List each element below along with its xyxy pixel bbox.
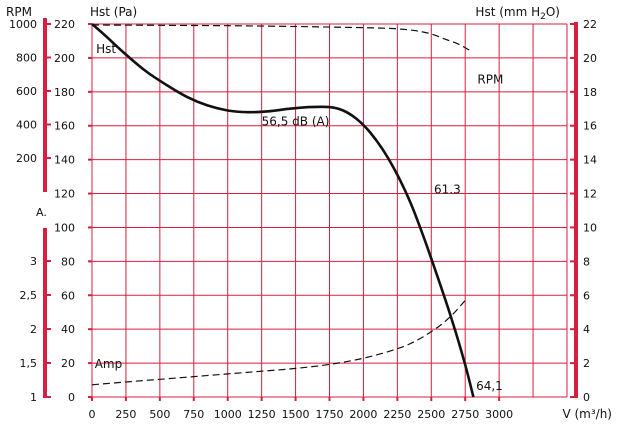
pa-tick-label: 100 [54, 221, 75, 234]
rpm-tick-label: 400 [16, 119, 37, 132]
amp-tick-label: 1 [30, 391, 37, 404]
chart-axes: 0 250 500 750 1000 1250 1500 1750 2000 2250 2500 27… [6, 5, 612, 421]
mmh2o-tick-label: 10 [583, 221, 597, 234]
annotation-label: 64,1 [476, 379, 503, 393]
x-axis-title: V (m³/h) [562, 407, 612, 421]
x-tick-label: 2000 [349, 408, 377, 421]
amp-tick-label: 2 [30, 323, 37, 336]
x-tick-label: 2250 [383, 408, 411, 421]
pa-tick-label: 0 [68, 391, 75, 404]
x-tick-label: 3000 [485, 408, 513, 421]
x-tick-label: 1000 [214, 408, 242, 421]
mmh2o-axis-title: Hst (mm H2O) [475, 5, 560, 22]
pa-tick-label: 160 [54, 120, 75, 133]
amp-tick-label: 3 [30, 255, 37, 268]
pa-tick-label: 180 [54, 86, 75, 99]
x-tick-label: 1500 [282, 408, 310, 421]
mmh2o-tick-label: 20 [583, 52, 597, 65]
mmh2o-tick-label: 4 [583, 323, 590, 336]
x-tick-label: 0 [89, 408, 96, 421]
annotation-label: 56,5 dB (A) [262, 115, 330, 129]
x-tick-label: 1250 [248, 408, 276, 421]
curve-amp [91, 300, 466, 386]
pa-tick-label: 220 [54, 18, 75, 31]
amp-tick-label: 2,5 [20, 289, 38, 302]
mmh2o-tick-label: 14 [583, 154, 597, 167]
annotation-label: Hst [96, 42, 116, 56]
pa-tick-label: 60 [61, 289, 75, 302]
pa-tick-label: 120 [54, 188, 75, 201]
mmh2o-tick-label: 2 [583, 357, 590, 370]
pa-tick-label: 140 [54, 154, 75, 167]
annotation-label: 61.3 [434, 183, 461, 197]
mmh2o-tick-label: 12 [583, 188, 597, 201]
x-tick-label: 250 [115, 408, 136, 421]
mmh2o-tick-label: 8 [583, 255, 590, 268]
rpm-tick-label: 600 [16, 85, 37, 98]
pa-axis-title: Hst (Pa) [90, 5, 137, 19]
rpm-axis-title: RPM [6, 5, 32, 19]
chart-curves [91, 23, 475, 398]
mmh2o-tick-label: 0 [583, 391, 590, 404]
curve-rpm [91, 24, 471, 52]
amp-tick-label: 1,5 [20, 357, 38, 370]
mmh2o-tick-label: 18 [583, 86, 597, 99]
x-tick-label: 1750 [316, 408, 344, 421]
amp-axis-title: A. [36, 206, 47, 219]
pa-tick-label: 40 [61, 323, 75, 336]
rpm-tick-label: 800 [16, 52, 37, 65]
annotation-label: RPM [477, 72, 503, 86]
mmh2o-tick-label: 22 [583, 18, 597, 31]
pa-tick-label: 80 [61, 255, 75, 268]
mmh2o-tick-label: 16 [583, 120, 597, 133]
x-tick-label: 2750 [451, 408, 479, 421]
curve-hst [91, 23, 475, 398]
x-tick-label: 750 [183, 408, 204, 421]
chart-labels: Hst RPM Amp 56,5 dB (A) 61.3 64,1 [95, 42, 504, 393]
x-tick-label: 2500 [417, 408, 445, 421]
x-tick-label: 500 [149, 408, 170, 421]
pa-tick-label: 20 [61, 357, 75, 370]
mmh2o-tick-label: 6 [583, 289, 590, 302]
annotation-label: Amp [95, 357, 123, 371]
pa-tick-label: 200 [54, 52, 75, 65]
rpm-tick-label: 1000 [9, 18, 37, 31]
chart-grid [91, 23, 568, 398]
rpm-tick-label: 200 [16, 152, 37, 165]
